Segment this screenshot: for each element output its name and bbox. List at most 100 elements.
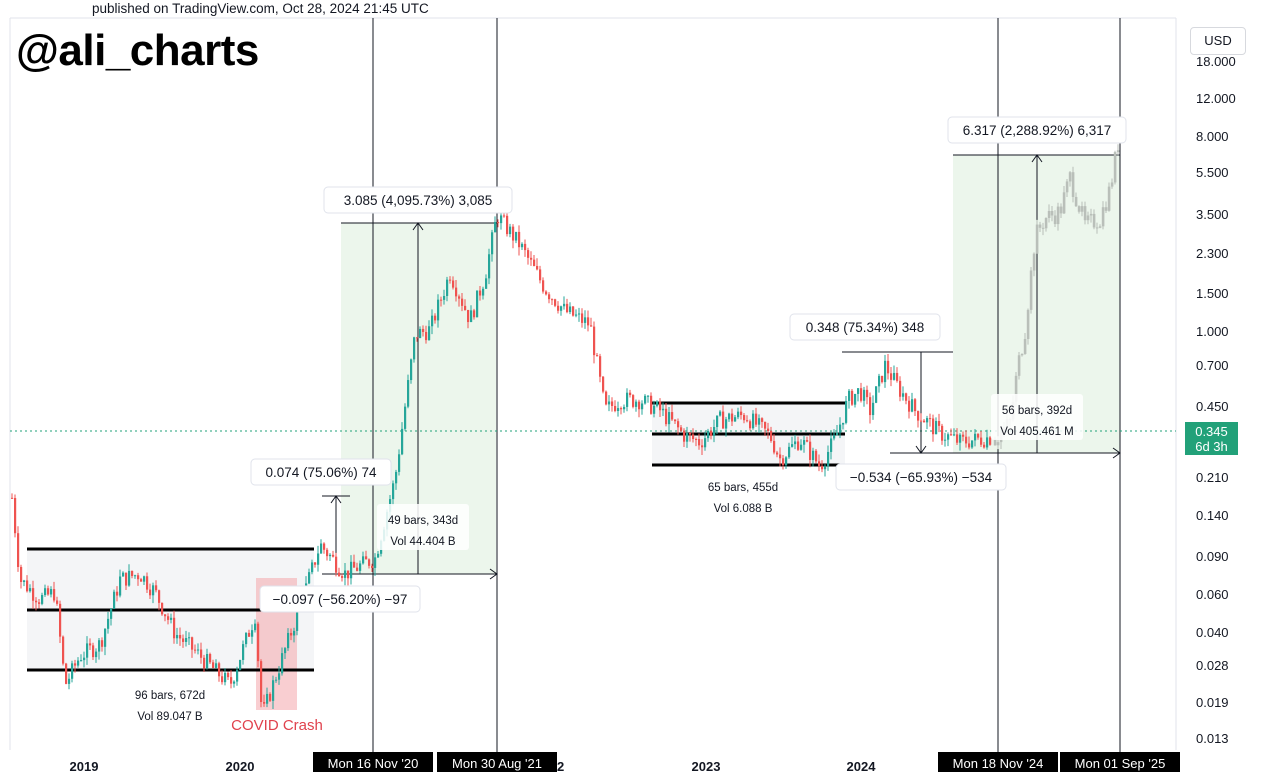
candle-up [716,415,719,428]
candle-down [74,663,77,666]
measure-label: −0.097 (−56.20%) −97 [273,592,408,607]
candle-down [182,638,185,642]
projected-candle [1029,270,1033,310]
candle-up [128,570,131,586]
candle-down [629,392,632,396]
candle-up [686,432,689,442]
candle-down [137,575,140,580]
candle-down [698,439,701,446]
candle-down [680,427,683,431]
candle-down [467,309,470,323]
candle-down [434,315,437,321]
candle-down [440,299,443,301]
projected-candle [1110,182,1114,187]
candle-up [728,413,731,420]
candle-down [746,420,749,422]
candle-up [311,562,314,573]
candle-up [569,306,572,313]
candle-up [143,576,146,582]
candle-down [338,572,341,577]
candle-up [419,328,422,339]
y-tick-label: 0.013 [1196,731,1229,746]
candle-up [935,421,938,435]
candle-up [233,681,236,684]
candle-up [170,617,173,620]
candle-up [560,306,563,311]
candle-up [839,424,842,433]
candle-up [398,454,401,472]
candle-down [161,602,164,615]
candle-down [980,437,983,445]
candle-down [542,280,545,292]
projected-candle [1017,355,1021,376]
candle-up [878,375,881,387]
y-tick-label: 12.000 [1196,91,1236,106]
candle-down [227,672,230,678]
candle-up [293,630,296,636]
candle-down [755,413,758,425]
candle-up [863,389,866,401]
candle-up [350,561,353,579]
candle-up [785,457,788,465]
range-stats-volume: Vol 6.088 B [714,503,773,515]
candle-down [536,265,539,270]
candle-down [449,279,452,281]
candle-up [107,618,110,629]
candle-down [191,637,194,650]
candle-down [248,632,251,637]
axes-group: 18.000 12.000 8.000 5.500 3.500 2.300 1.500 1.0… [70,54,1236,772]
measure-label: 0.348 (75.34%) 348 [806,320,925,335]
candle-up [482,288,485,296]
candle-down [701,445,704,448]
covid-crash-label: COVID Crash [231,717,323,734]
date-marker-label: Mon 01 Sep '25 [1075,756,1166,771]
candle-down [866,389,869,398]
projected-candle [993,438,997,446]
candle-up [833,435,836,439]
candle-down [533,259,536,266]
y-tick-label: 5.500 [1196,165,1229,180]
candle-down [26,580,29,592]
range-stats-box [124,679,216,725]
currency-button[interactable]: USD [1190,27,1246,55]
candle-down [158,590,161,603]
candle-up [296,610,299,631]
candle-down [605,391,608,405]
candle-down [353,561,356,568]
candle-down [815,450,818,462]
candle-down [743,415,746,421]
candle-up [374,557,377,568]
candle-up [824,466,827,470]
projected-candle [1056,206,1060,225]
projected-candle [1068,172,1072,182]
candle-countdown: 6d 3h [1195,439,1228,454]
measure-label: 0.074 (75.06%) 74 [265,465,377,480]
candle-up [971,440,974,448]
candle-up [44,588,47,596]
candle-down [674,419,677,422]
candle-up [947,434,950,440]
candle-up [470,310,473,323]
candle-up [842,422,845,425]
candle-down [818,461,821,467]
candle-up [284,648,287,654]
y-tick-label: 0.450 [1196,399,1229,414]
candle-up [827,451,830,467]
measure-label-box [835,463,1007,491]
candle-up [485,278,488,289]
candle-up [329,554,332,557]
candle-down [347,570,350,579]
candle-down [263,701,266,704]
range-stats-bars: 49 bars, 343d [388,515,458,527]
candle-down [599,356,602,377]
candle-down [539,269,542,281]
candle-down [962,434,965,437]
candle-up [647,395,650,397]
candle-down [212,662,215,668]
candle-up [893,372,896,380]
projected-candle [1083,206,1087,221]
candle-up [734,417,737,422]
projected-candle [1032,253,1036,271]
candle-up [281,653,284,674]
